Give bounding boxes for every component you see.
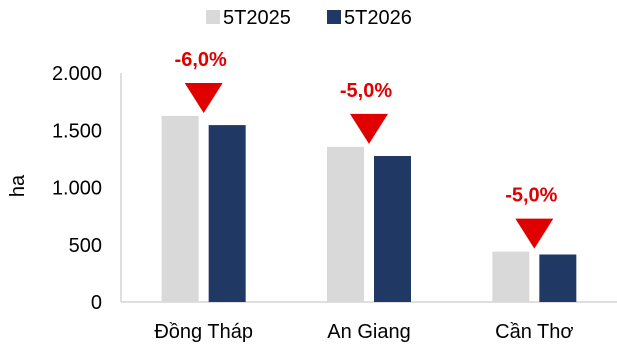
legend-label: 5T2025 xyxy=(223,7,291,29)
bar-5t2025 xyxy=(161,115,199,302)
y-tick-label: 0 xyxy=(91,292,102,314)
legend-swatch xyxy=(206,10,220,24)
x-axis-ticks: Đồng Tháp An Giang Cần Thơ xyxy=(154,321,573,343)
decrease-marker-icon xyxy=(350,113,388,144)
y-tick-label: 1.500 xyxy=(52,120,102,142)
x-tick-label: Đồng Tháp xyxy=(154,321,253,343)
y-axis-label: ha xyxy=(7,174,29,197)
change-markers: -6,0% -5,0% -5,0% xyxy=(175,49,558,249)
bar-5t2025 xyxy=(492,251,530,302)
y-tick-label: 1.000 xyxy=(52,178,102,200)
bars xyxy=(161,115,577,302)
y-tick-label: 500 xyxy=(69,235,102,257)
x-tick-label: Cần Thơ xyxy=(495,321,573,343)
decrease-marker-icon xyxy=(515,218,554,249)
bar-5t2026 xyxy=(374,156,411,302)
legend: 5T2025 5T2026 xyxy=(206,7,412,29)
legend-label: 5T2026 xyxy=(344,7,412,29)
y-axis-ticks: 0 500 1.000 1.500 2.000 xyxy=(52,63,102,314)
y-tick-label: 2.000 xyxy=(52,63,102,85)
bar-5t2025 xyxy=(327,146,364,302)
change-label: -6,0% xyxy=(175,49,227,71)
change-label: -5,0% xyxy=(340,80,392,102)
bar-5t2026 xyxy=(539,254,577,302)
decrease-marker-icon xyxy=(184,82,223,113)
x-tick-label: An Giang xyxy=(327,321,410,343)
bar-5t2026 xyxy=(208,125,246,302)
legend-swatch xyxy=(327,10,341,24)
change-label: -5,0% xyxy=(505,185,557,207)
